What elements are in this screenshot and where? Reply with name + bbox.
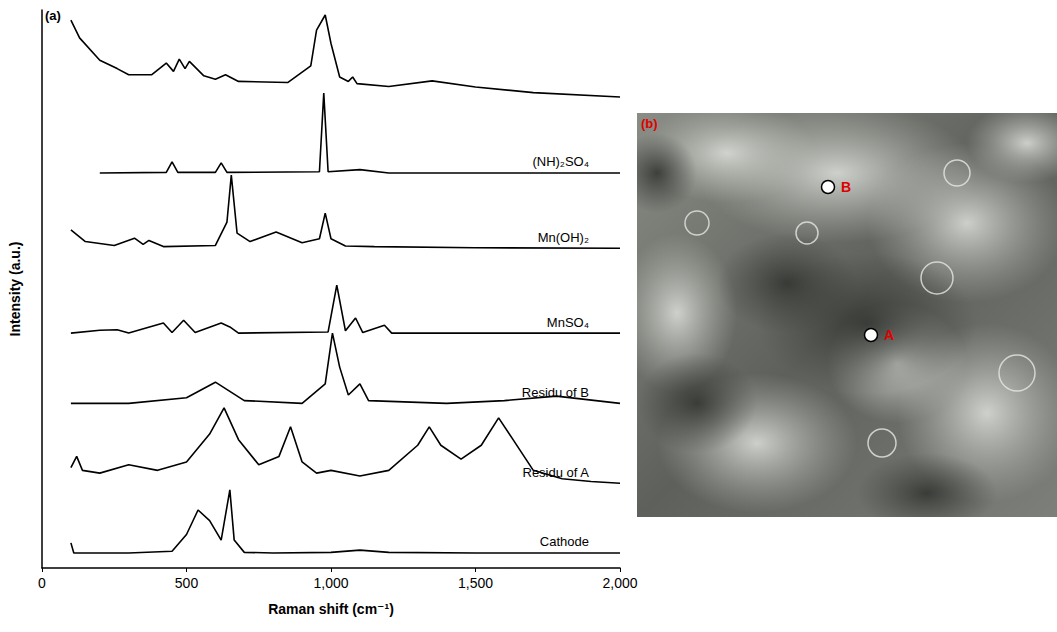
- svg-text:Residu of B: Residu of B: [522, 385, 589, 400]
- svg-text:2,000: 2,000: [602, 575, 637, 591]
- svg-text:Cathode: Cathode: [540, 534, 589, 549]
- svg-text:(NH)₂SO₄: (NH)₂SO₄: [532, 154, 589, 169]
- svg-text:MnSO₄: MnSO₄: [547, 315, 589, 330]
- svg-text:Raman shift (cm⁻¹): Raman shift (cm⁻¹): [268, 601, 394, 617]
- svg-text:Residu of A: Residu of A: [522, 465, 589, 480]
- svg-text:Mn(OH)₂: Mn(OH)₂: [538, 230, 589, 245]
- svg-text:Intensity (a.u.): Intensity (a.u.): [7, 242, 23, 337]
- svg-text:(b): (b): [641, 116, 658, 131]
- svg-text:1,500: 1,500: [458, 575, 493, 591]
- svg-text:(a): (a): [45, 8, 61, 23]
- svg-text:1,000: 1,000: [313, 575, 348, 591]
- svg-text:B: B: [841, 179, 851, 195]
- svg-text:A: A: [884, 327, 894, 343]
- svg-text:500: 500: [175, 575, 199, 591]
- svg-text:0: 0: [38, 575, 46, 591]
